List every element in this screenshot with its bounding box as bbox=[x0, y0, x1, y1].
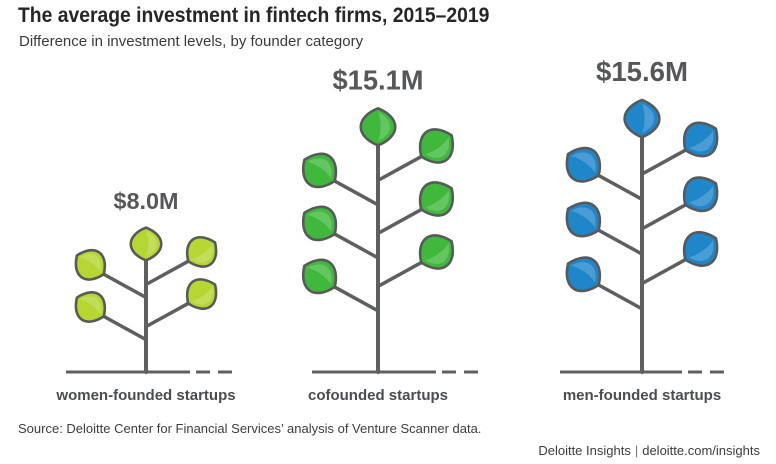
branch bbox=[376, 154, 424, 183]
leaf-icon bbox=[682, 176, 719, 213]
footer-brand: Deloitte Insights bbox=[538, 443, 631, 458]
branch bbox=[596, 283, 644, 311]
leaf-icon bbox=[185, 236, 218, 268]
leaf-icon bbox=[74, 249, 107, 281]
value-label: $15.6M bbox=[596, 56, 688, 87]
leaf-icon bbox=[418, 128, 455, 164]
leaf-icon bbox=[301, 152, 338, 189]
branch bbox=[332, 232, 380, 260]
branch bbox=[596, 173, 644, 202]
leaf-icon bbox=[301, 258, 338, 295]
plant-women: $8.0M women-founded startups bbox=[55, 188, 235, 404]
category-label: women-founded startups bbox=[55, 387, 235, 404]
branch bbox=[376, 207, 424, 236]
branch bbox=[332, 179, 380, 207]
plant-men: $15.6M men-founded startups bbox=[560, 56, 724, 404]
branch bbox=[144, 259, 190, 287]
value-label: $15.1M bbox=[332, 65, 423, 96]
plant-cofounded: $15.1M cofounded startups bbox=[301, 65, 478, 404]
leaf-icon bbox=[623, 98, 661, 139]
footer-credit: Deloitte Insights | deloitte.com/insights bbox=[538, 443, 760, 458]
branch bbox=[332, 285, 380, 313]
branch bbox=[596, 228, 644, 256]
chart-title: The average investment in fintech firms,… bbox=[18, 4, 490, 27]
footer-separator: | bbox=[634, 443, 639, 458]
branch bbox=[640, 203, 688, 231]
footer-url[interactable]: deloitte.com/insights bbox=[642, 443, 760, 458]
branch bbox=[144, 301, 190, 329]
leaf-icon bbox=[565, 146, 602, 183]
leaf-icon bbox=[129, 226, 163, 262]
chart-subtitle: Difference in investment levels, by foun… bbox=[19, 33, 364, 50]
leaf-icon bbox=[682, 121, 719, 158]
branch bbox=[376, 260, 424, 289]
leaf-icon bbox=[74, 291, 107, 323]
category-label: men-founded startups bbox=[563, 387, 721, 404]
branch bbox=[640, 148, 688, 176]
branch bbox=[640, 257, 688, 286]
value-label: $8.0M bbox=[113, 188, 178, 214]
leaf-icon bbox=[359, 107, 397, 147]
leaf-icon bbox=[682, 231, 719, 267]
leaf-icon bbox=[418, 234, 455, 270]
branch bbox=[102, 272, 148, 300]
source-note: Source: Deloitte Center for Financial Se… bbox=[18, 421, 482, 436]
category-label: cofounded startups bbox=[308, 387, 448, 404]
leaf-icon bbox=[185, 278, 218, 310]
leaf-icon bbox=[565, 256, 602, 293]
leaf-icon bbox=[301, 205, 338, 242]
leaf-icon bbox=[418, 181, 455, 217]
leaf-icon bbox=[565, 201, 602, 238]
branch bbox=[102, 314, 148, 342]
